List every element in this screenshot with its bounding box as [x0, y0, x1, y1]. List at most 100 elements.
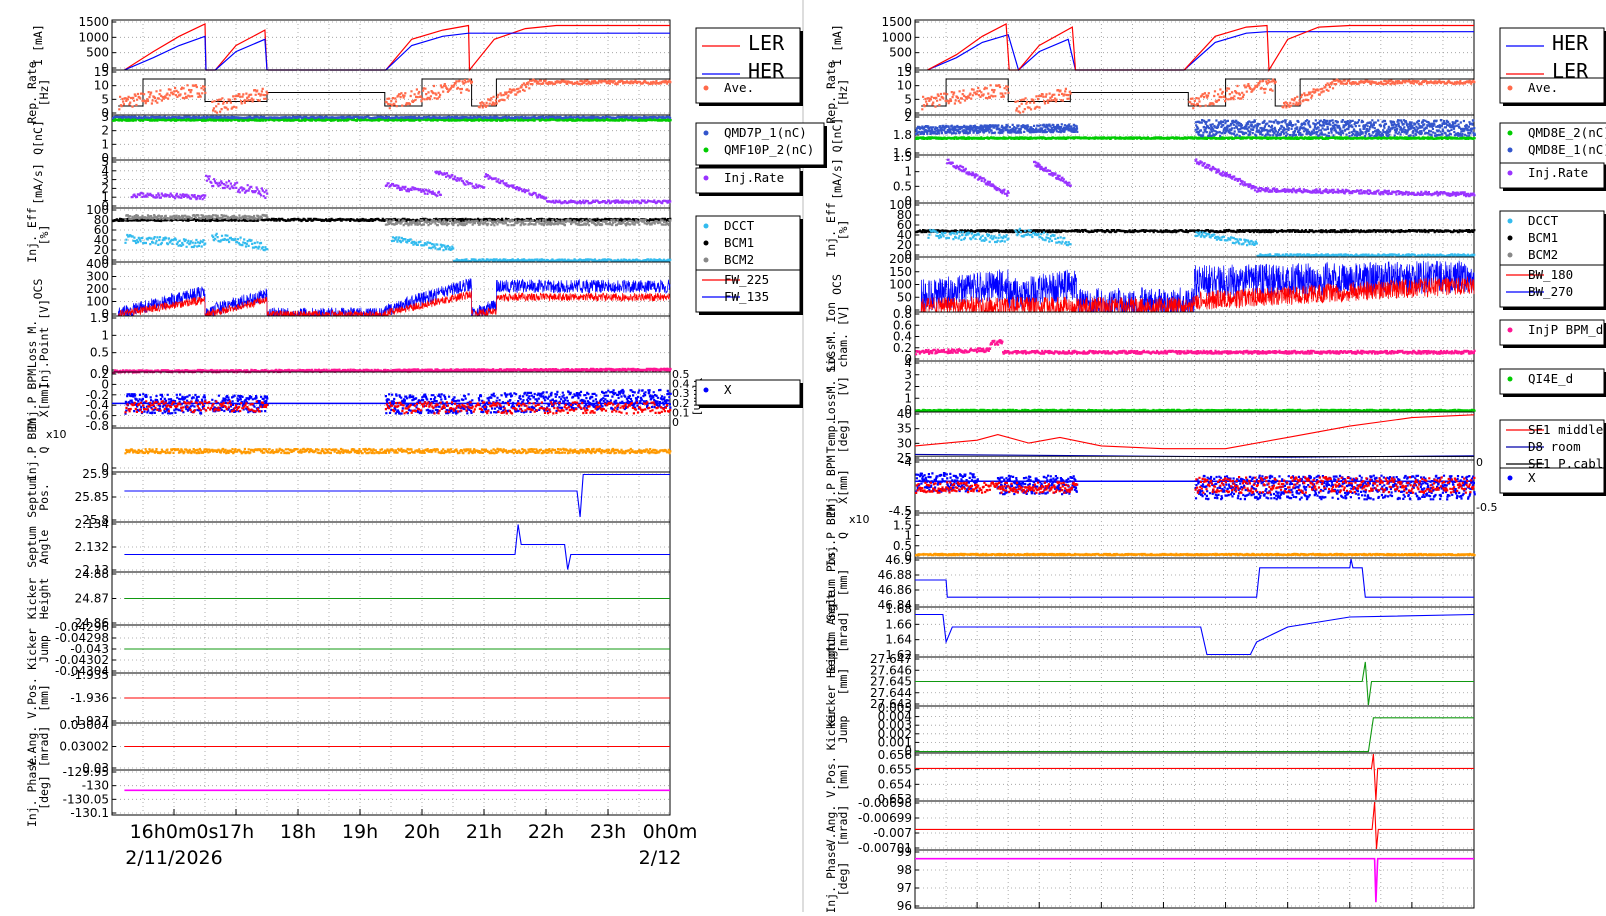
- y-axis-label-line: Angle: [37, 530, 51, 565]
- x-tick-label: 17h: [218, 821, 254, 843]
- y-tick-label: 46.9: [885, 553, 912, 567]
- y-tick-label: 0.5: [893, 179, 912, 193]
- y-axis-label-line: [V]: [836, 376, 850, 397]
- y-tick-label: 25.9: [82, 467, 109, 481]
- y-axis-label-line: [mm]: [836, 668, 850, 696]
- series-q: [124, 448, 671, 455]
- legend-label: QMD8E_1(nC): [1528, 142, 1606, 157]
- y2-tick-label: 0: [1476, 456, 1483, 469]
- legend-label: InjP BPM_d: [1528, 322, 1603, 337]
- legend-box: [1500, 468, 1604, 493]
- legend-label: Ave.: [724, 80, 754, 95]
- y-tick-label: 97: [897, 881, 912, 895]
- legend: X: [696, 380, 803, 408]
- y-tick-label: 46.86: [878, 583, 912, 597]
- legend-label: SE1 middle: [1528, 422, 1603, 437]
- y-axis-label: I [mA]: [31, 24, 45, 66]
- y-tick-label: 2.132: [75, 540, 109, 554]
- y-tick-label: 30: [897, 436, 912, 450]
- panel-frame: [915, 361, 1474, 412]
- y-tick-label: -0.007: [873, 826, 912, 840]
- y-axis-label-line: Q: [37, 446, 51, 453]
- y-tick-label: 1.66: [885, 617, 912, 631]
- legend: Ave.: [1500, 78, 1606, 106]
- series-septum-pos: [124, 475, 670, 518]
- y-axis-label-line: [mrad]: [836, 611, 850, 653]
- legend-swatch-dot: [1508, 236, 1513, 241]
- y-axis-label: KickerHeight: [25, 578, 51, 620]
- y-tick-label: 1500: [78, 15, 109, 29]
- y-axis-label: Inj. Eff[%]: [25, 207, 51, 262]
- panel-frame: [915, 70, 1474, 115]
- y-tick-label: 98: [897, 863, 912, 877]
- legend-swatch-dot: [1508, 328, 1513, 333]
- y-axis-label: KickerJump: [25, 628, 51, 670]
- y-axis-label: I [mA]: [830, 24, 844, 66]
- y-axis-label: V.Pos.[mm]: [25, 677, 51, 719]
- panel-frame: [915, 706, 1474, 753]
- y-tick-label: 1: [904, 165, 912, 179]
- y-axis-label-line: [mrad]: [836, 805, 850, 847]
- legend-label: X: [724, 382, 732, 397]
- x-tick-label: 16h0m0s: [130, 821, 219, 843]
- y-axis-label-line: [mm]: [836, 763, 850, 791]
- y-tick-label: 15: [897, 65, 912, 79]
- y-tick-label: 1.5: [893, 150, 912, 164]
- panel-L-kj: -0.04296-0.04298-0.043-0.04302-0.04304Ki…: [25, 620, 670, 678]
- legend-swatch-dot: [1508, 148, 1513, 153]
- legend-swatch-dot: [704, 131, 709, 136]
- x-date-start: 2/11/2026: [125, 847, 222, 869]
- y-axis-label-line: [deg]: [836, 419, 850, 454]
- y-axis-label: Q[nC]: [830, 118, 844, 153]
- y-axis-label-line: [deg]: [37, 775, 51, 810]
- x-tick-label: 20h: [404, 821, 440, 843]
- x-tick-label: 19h: [342, 821, 378, 843]
- y-tick-label: 24.87: [75, 592, 109, 606]
- y-tick-label: 2: [904, 110, 912, 124]
- y-tick-label: 5: [904, 92, 912, 106]
- y-tick-label: 96: [897, 899, 912, 912]
- panel-frame: [112, 115, 670, 160]
- y-tick-label: 0.656: [878, 748, 912, 762]
- y-axis-label: [mA/s]: [830, 158, 844, 200]
- y-tick-label: 1: [101, 328, 109, 342]
- y-tick-label: 10: [94, 79, 109, 93]
- y-tick-label: 5: [101, 92, 109, 106]
- y-axis-label-line: Inj.Point [V]: [37, 299, 51, 389]
- y-tick-label: 0.5: [90, 346, 109, 360]
- series-qmd8e1: [915, 119, 1476, 137]
- y-tick-label: 24.88: [75, 567, 109, 581]
- y-axis-label: Inj. Phase[deg]: [824, 844, 850, 912]
- series-ave: [921, 79, 1475, 114]
- y-axis-label: SeptumPos.: [25, 476, 51, 518]
- series-her: [124, 33, 670, 70]
- y-tick-label: 0.654: [878, 777, 912, 791]
- y-axis-label: OCS: [31, 279, 45, 300]
- legend-label: QMD7P_1(nC): [724, 125, 807, 140]
- y-tick-label: 1500: [881, 15, 912, 29]
- legend-label: QMF10P_2(nC): [724, 142, 814, 157]
- legend-swatch-dot: [704, 241, 709, 246]
- y-tick-label: 1.5: [90, 311, 109, 325]
- legend-label: BCM2: [1528, 247, 1558, 262]
- legend-label: BW_180: [1528, 267, 1573, 282]
- legend: QMD8E_2(nC)QMD8E_1(nC): [1500, 123, 1606, 168]
- legend: QMD7P_1(nC) QMF10P_2(nC): [696, 123, 827, 168]
- y-axis-label-line: [deg]: [836, 862, 850, 897]
- y-tick-label: 46.88: [878, 568, 912, 582]
- legend-swatch-dot: [1508, 171, 1513, 176]
- y-tick-label: 0.03002: [59, 740, 109, 754]
- panel-L-bpmx: 0.20-0.2-0.4-0.6-0.80.50.40.30.20.10Y[mm…: [25, 367, 803, 433]
- y-tick-label: 2.134: [75, 517, 109, 531]
- x-tick-label: 18h: [280, 821, 316, 843]
